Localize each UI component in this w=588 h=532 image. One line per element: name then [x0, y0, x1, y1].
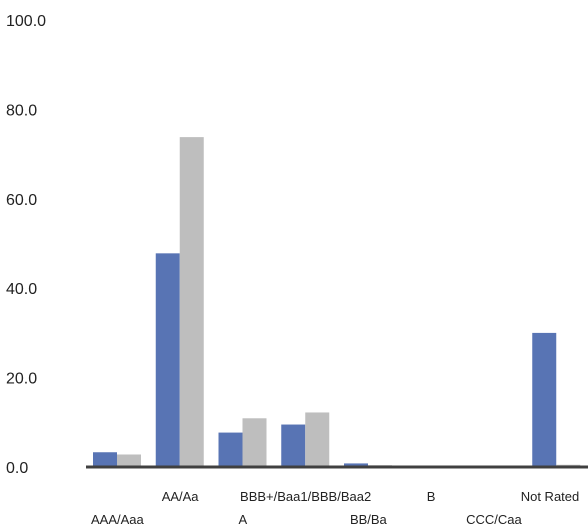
bar-series-2-3 — [305, 412, 330, 467]
bar-series-1-1 — [155, 253, 180, 467]
bar-series-1-7 — [532, 332, 557, 467]
x-tick-label: AA/Aa — [162, 489, 200, 504]
x-tick-label: Not Rated — [521, 489, 580, 504]
bars — [93, 137, 581, 468]
bar-series-2-0 — [117, 454, 141, 467]
bar-series-1-2 — [218, 432, 243, 467]
y-tick-label: 60.0 — [6, 192, 37, 209]
y-tick-label: 100.0 — [6, 13, 46, 30]
y-tick-label: 40.0 — [6, 281, 37, 298]
bar-series-1-4 — [344, 463, 368, 467]
y-tick-label: 80.0 — [6, 102, 37, 119]
x-tick-label: A — [239, 512, 248, 527]
x-tick-label: B — [427, 489, 436, 504]
y-tick-label: 20.0 — [6, 371, 37, 388]
y-axis-ticks: 0.0 20.0 40.0 60.0 80.0 100.0 — [6, 13, 46, 477]
bar-series-2-2 — [242, 418, 267, 467]
x-tick-label: CCC/Caa — [466, 512, 522, 527]
x-tick-label: BB/Ba — [350, 512, 388, 527]
y-tick-label: 0.0 — [6, 460, 28, 477]
x-axis-ticks: AAA/Aaa AA/Aa A BBB+/Baa1/BBB/Baa2 BB/Ba B CCC… — [91, 489, 579, 527]
x-tick-label: AAA/Aaa — [91, 512, 145, 527]
bar-series-2-1 — [179, 137, 204, 467]
x-tick-label: BBB+/Baa1/BBB/Baa2 — [240, 489, 371, 504]
bar-series-1-0 — [93, 452, 117, 467]
bar-series-1-3 — [281, 424, 306, 467]
